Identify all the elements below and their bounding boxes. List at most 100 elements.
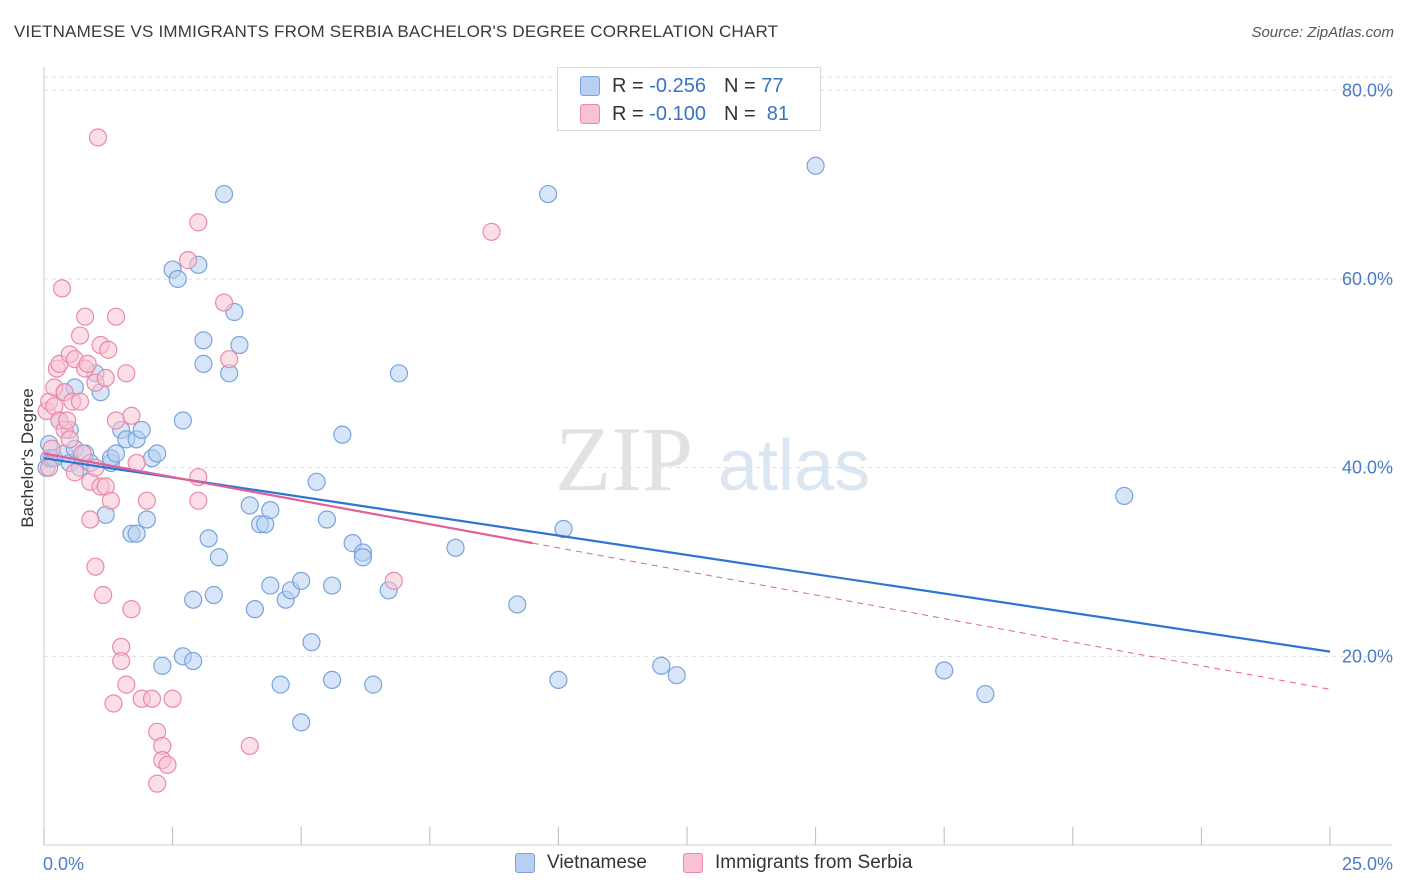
point-vietnamese bbox=[230, 335, 249, 355]
point-serbia bbox=[86, 557, 105, 576]
point-vietnamese bbox=[106, 444, 126, 463]
x-tick-label: 25.0% bbox=[1342, 854, 1393, 874]
point-vietnamese bbox=[333, 425, 352, 444]
point-vietnamese bbox=[307, 472, 326, 491]
legend-swatch-pink bbox=[683, 853, 703, 873]
point-serbia bbox=[122, 406, 141, 425]
legend-row-vietnamese: R = -0.256 N = 77 bbox=[580, 73, 783, 99]
point-serbia bbox=[189, 213, 208, 232]
point-serbia bbox=[240, 736, 259, 756]
point-vietnamese bbox=[364, 675, 383, 694]
point-vietnamese bbox=[271, 675, 290, 694]
point-vietnamese bbox=[667, 666, 686, 685]
legend-label-vietnamese: Vietnamese bbox=[547, 852, 647, 873]
point-serbia bbox=[384, 571, 403, 590]
point-vietnamese bbox=[194, 331, 213, 350]
point-serbia bbox=[482, 222, 501, 241]
point-vietnamese bbox=[214, 184, 234, 204]
legend-swatch-pink bbox=[580, 104, 600, 124]
trend-line-serbia-extension bbox=[532, 542, 1331, 690]
point-serbia bbox=[70, 326, 90, 345]
point-vietnamese bbox=[317, 510, 337, 529]
point-vietnamese bbox=[173, 411, 192, 430]
point-vietnamese bbox=[204, 585, 223, 605]
point-serbia bbox=[142, 689, 162, 708]
trend-line-serbia bbox=[43, 452, 533, 545]
point-vietnamese bbox=[292, 713, 311, 732]
point-serbia bbox=[122, 600, 141, 619]
point-vietnamese bbox=[652, 656, 671, 675]
point-serbia bbox=[137, 491, 156, 510]
point-serbia bbox=[60, 430, 79, 449]
source-label: Source: ZipAtlas.com bbox=[1251, 24, 1394, 41]
legend-n-label: N = bbox=[723, 102, 756, 125]
legend-n-value: 77 bbox=[761, 74, 784, 97]
point-serbia bbox=[106, 411, 126, 430]
point-serbia bbox=[76, 307, 95, 326]
legend-swatch-blue bbox=[580, 76, 600, 96]
trend-line-vietnamese bbox=[43, 457, 1331, 653]
y-axis-label: Bachelor's Degree bbox=[18, 388, 37, 527]
series-legend: Vietnamese Immigrants from Serbia bbox=[0, 852, 1406, 878]
y-tick-label: 60.0% bbox=[1342, 269, 1393, 289]
point-serbia bbox=[106, 307, 126, 326]
point-vietnamese bbox=[132, 420, 151, 440]
point-vietnamese bbox=[549, 670, 568, 690]
trend-lines bbox=[43, 452, 1331, 690]
point-vietnamese bbox=[976, 684, 995, 704]
grid-lines bbox=[44, 76, 1392, 657]
y-tick-label: 20.0% bbox=[1342, 646, 1393, 666]
tick-labels: 20.0% 40.0% 60.0% 80.0% 0.0% 25.0% bbox=[43, 80, 1393, 874]
point-vietnamese bbox=[554, 519, 573, 539]
point-vietnamese bbox=[184, 651, 203, 671]
point-serbia bbox=[189, 491, 208, 510]
legend-n-label: N = bbox=[723, 74, 756, 97]
legend-r-label: R = bbox=[612, 74, 644, 97]
point-vietnamese bbox=[935, 661, 954, 680]
point-serbia bbox=[158, 755, 177, 774]
point-vietnamese bbox=[353, 548, 373, 567]
point-serbia bbox=[214, 293, 234, 312]
watermark: ZIP atlas bbox=[555, 408, 870, 510]
legend-item-vietnamese[interactable]: Vietnamese bbox=[515, 852, 647, 874]
point-vietnamese bbox=[322, 670, 342, 690]
point-serbia bbox=[220, 350, 239, 369]
point-serbia bbox=[65, 463, 84, 482]
legend-n-value: 81 bbox=[766, 102, 790, 125]
point-vietnamese bbox=[539, 184, 558, 204]
point-serbia bbox=[112, 651, 131, 671]
point-vietnamese bbox=[137, 510, 156, 529]
legend-r-label: R = bbox=[612, 102, 644, 125]
point-serbia bbox=[163, 689, 182, 708]
point-serbia bbox=[178, 251, 198, 270]
watermark-atlas: atlas bbox=[718, 426, 870, 506]
point-serbia bbox=[94, 585, 113, 605]
point-serbia bbox=[81, 510, 100, 529]
point-vietnamese bbox=[209, 548, 228, 567]
point-serbia bbox=[101, 491, 120, 510]
point-vietnamese bbox=[1115, 486, 1134, 506]
y-tick-label: 40.0% bbox=[1342, 458, 1393, 478]
point-serbia bbox=[52, 279, 72, 298]
point-serbia bbox=[96, 368, 115, 388]
point-vietnamese bbox=[446, 538, 465, 557]
legend-item-serbia[interactable]: Immigrants from Serbia bbox=[683, 852, 912, 874]
point-vietnamese bbox=[148, 444, 167, 463]
legend-row-serbia: R = -0.100 N = 81 bbox=[580, 101, 789, 127]
legend-r-value: -0.100 bbox=[649, 102, 706, 125]
legend-label-serbia: Immigrants from Serbia bbox=[715, 852, 913, 873]
point-vietnamese bbox=[153, 656, 172, 675]
watermark-zip: ZIP bbox=[555, 408, 693, 510]
point-serbia bbox=[148, 774, 167, 793]
point-vietnamese bbox=[261, 501, 280, 520]
point-vietnamese bbox=[508, 595, 527, 614]
point-serbia bbox=[117, 675, 136, 694]
chart-title: VIETNAMESE VS IMMIGRANTS FROM SERBIA BAC… bbox=[14, 22, 779, 41]
point-serbia bbox=[70, 392, 90, 411]
point-serbia bbox=[117, 364, 136, 383]
point-serbia bbox=[88, 128, 108, 147]
point-vietnamese bbox=[245, 600, 265, 619]
point-vietnamese bbox=[322, 576, 342, 595]
point-serbia bbox=[78, 354, 97, 373]
